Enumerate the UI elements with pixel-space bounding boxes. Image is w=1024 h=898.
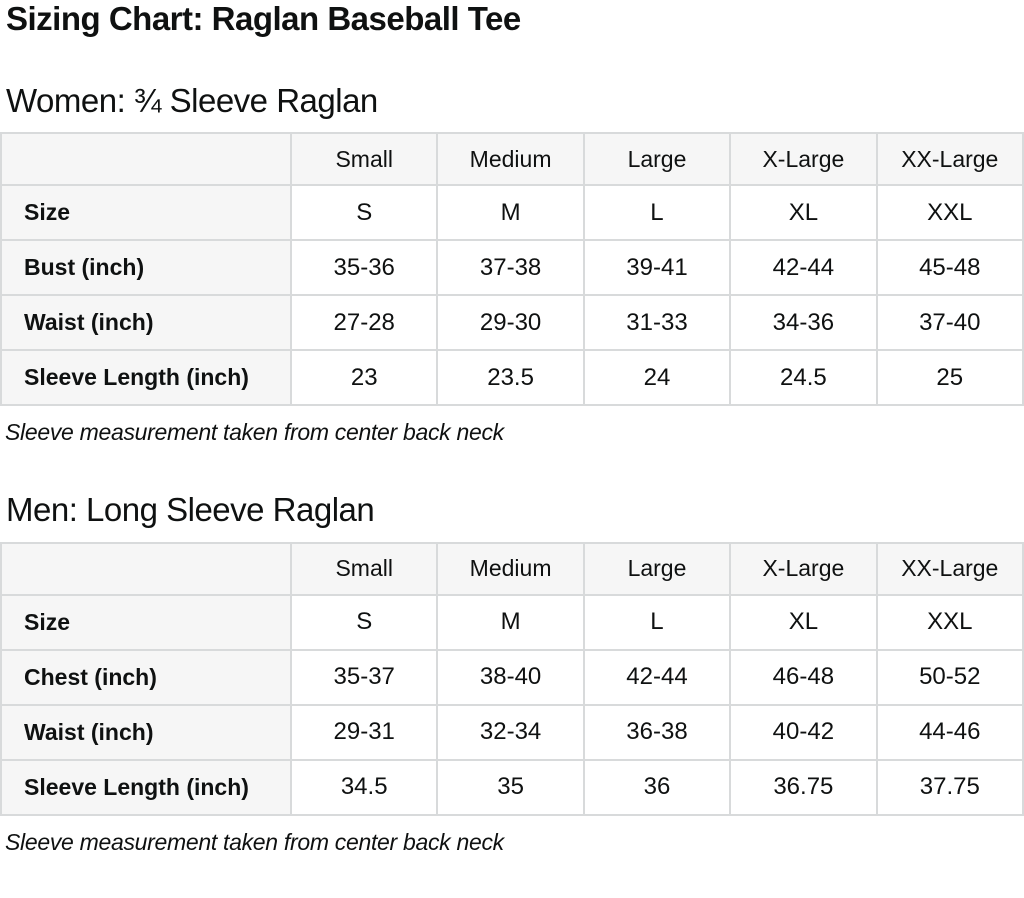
value-cell: 36	[582, 758, 732, 816]
value-cell: L	[582, 184, 732, 242]
value-cell: M	[436, 184, 585, 242]
women-section-heading: Women: ¾ Sleeve Raglan	[6, 81, 378, 119]
value-cell: 23	[289, 349, 439, 407]
value-cell: 42-44	[729, 239, 878, 297]
table-row: Size S M L XL XXL	[0, 184, 1024, 242]
value-cell: 24	[582, 349, 732, 407]
column-header: Large	[582, 132, 732, 187]
page-title: Sizing Chart: Raglan Baseball Tee	[6, 0, 521, 37]
value-cell: 36.75	[729, 758, 878, 816]
value-cell: 24.5	[729, 349, 878, 407]
value-cell: 40-42	[729, 703, 878, 761]
value-cell: XXL	[875, 593, 1024, 651]
value-cell: L	[582, 593, 732, 651]
column-header: Medium	[436, 541, 585, 596]
column-header: X-Large	[729, 541, 878, 596]
value-cell: XXL	[875, 184, 1024, 242]
table-row: Sleeve Length (inch) 23 23.5 24 24.5 25	[0, 349, 1024, 407]
row-label: Bust (inch)	[0, 239, 292, 297]
table-row: Chest (inch) 35-37 38-40 42-44 46-48 50-52	[0, 648, 1024, 706]
column-header: XX-Large	[875, 541, 1024, 596]
table-row: Size S M L XL XXL	[0, 593, 1024, 651]
column-header: Small	[289, 132, 439, 187]
table-row: Bust (inch) 35-36 37-38 39-41 42-44 45-48	[0, 239, 1024, 297]
value-cell: 45-48	[875, 239, 1024, 297]
value-cell: 35-37	[289, 648, 439, 706]
corner-cell	[0, 132, 292, 187]
value-cell: 35	[436, 758, 585, 816]
value-cell: 29-30	[436, 294, 585, 352]
men-section: Men: Long Sleeve Raglan Small Medium Large…	[0, 493, 1024, 856]
value-cell: 32-34	[436, 703, 585, 761]
value-cell: 42-44	[582, 648, 732, 706]
value-cell: 34-36	[729, 294, 878, 352]
value-cell: XL	[729, 184, 878, 242]
women-sleeve-footnote: Sleeve measurement taken from center bac…	[5, 419, 504, 446]
value-cell: 34.5	[289, 758, 439, 816]
women-sizing-table: Small Medium Large X-Large XX-Large Size S M L XL…	[0, 132, 1024, 407]
row-label: Sleeve Length (inch)	[0, 349, 292, 407]
row-label: Chest (inch)	[0, 648, 292, 706]
header-row: Small Medium Large X-Large XX-Large	[0, 541, 1024, 596]
table-row: Sleeve Length (inch) 34.5 35 36 36.75 37.75	[0, 758, 1024, 816]
column-header: XX-Large	[875, 132, 1024, 187]
sizing-chart-page: Sizing Chart: Raglan Baseball Tee Women:…	[0, 0, 1024, 856]
value-cell: XL	[729, 593, 878, 651]
men-sizing-table: Small Medium Large X-Large XX-Large Size S M L XL…	[0, 541, 1024, 816]
value-cell: S	[289, 184, 439, 242]
column-header: Small	[289, 541, 439, 596]
value-cell: 35-36	[289, 239, 439, 297]
men-section-heading: Men: Long Sleeve Raglan	[6, 491, 375, 529]
value-cell: 36-38	[582, 703, 732, 761]
row-label: Waist (inch)	[0, 703, 292, 761]
column-header: X-Large	[729, 132, 878, 187]
value-cell: 44-46	[875, 703, 1024, 761]
column-header: Medium	[436, 132, 585, 187]
value-cell: 37.75	[875, 758, 1024, 816]
table-row: Waist (inch) 29-31 32-34 36-38 40-42 44-46	[0, 703, 1024, 761]
value-cell: 39-41	[582, 239, 732, 297]
value-cell: 50-52	[875, 648, 1024, 706]
row-label: Waist (inch)	[0, 294, 292, 352]
value-cell: 37-40	[875, 294, 1024, 352]
value-cell: 37-38	[436, 239, 585, 297]
corner-cell	[0, 541, 292, 596]
value-cell: 23.5	[436, 349, 585, 407]
row-label: Size	[0, 593, 292, 651]
value-cell: 46-48	[729, 648, 878, 706]
value-cell: 27-28	[289, 294, 439, 352]
men-sleeve-footnote: Sleeve measurement taken from center bac…	[5, 828, 504, 855]
value-cell: 31-33	[582, 294, 732, 352]
column-header: Large	[582, 541, 732, 596]
value-cell: S	[289, 593, 439, 651]
value-cell: 29-31	[289, 703, 439, 761]
value-cell: 38-40	[436, 648, 585, 706]
header-row: Small Medium Large X-Large XX-Large	[0, 132, 1024, 187]
value-cell: M	[436, 593, 585, 651]
value-cell: 25	[875, 349, 1024, 407]
women-section: Women: ¾ Sleeve Raglan Small Medium Large X…	[0, 81, 1024, 447]
row-label: Size	[0, 184, 292, 242]
row-label: Sleeve Length (inch)	[0, 758, 292, 816]
table-row: Waist (inch) 27-28 29-30 31-33 34-36 37-40	[0, 294, 1024, 352]
